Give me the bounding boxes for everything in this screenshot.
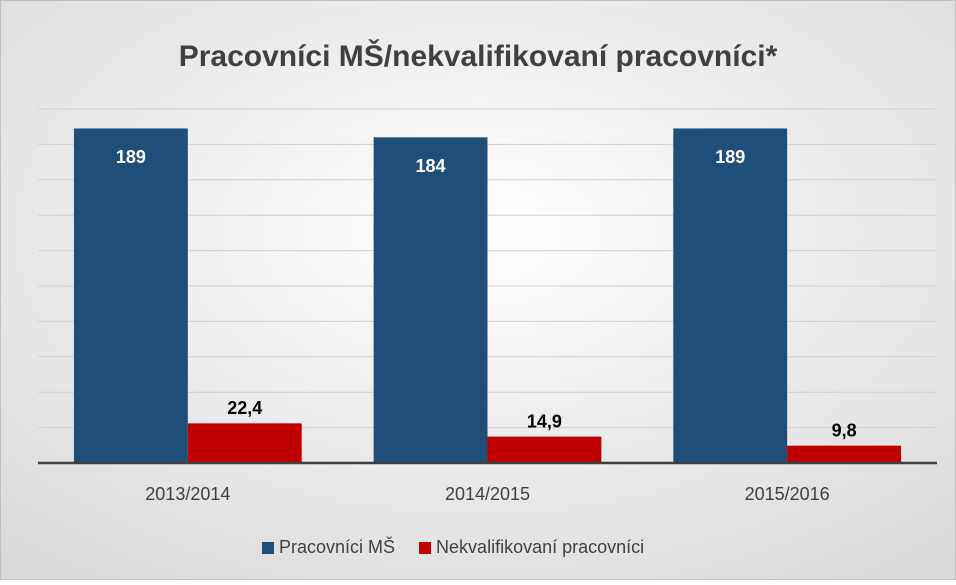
legend-label: Pracovníci MŠ — [279, 536, 395, 557]
bar — [487, 436, 602, 463]
data-label: 189 — [715, 147, 745, 167]
bar — [373, 137, 488, 463]
x-tick-label: 2015/2016 — [745, 484, 830, 504]
bar — [187, 423, 302, 463]
bar — [787, 445, 902, 463]
data-label: 189 — [116, 147, 146, 167]
chart-title: Pracovníci MŠ/nekvalifikovaní pracovníci… — [179, 39, 778, 73]
bar — [73, 128, 188, 463]
legend-swatch — [262, 542, 274, 554]
data-label: 14,9 — [527, 411, 562, 431]
legend-swatch — [419, 542, 432, 554]
bar — [673, 128, 788, 463]
legend-label: Nekvalifikovaní pracovníci — [436, 537, 644, 557]
data-label: 184 — [416, 156, 446, 176]
data-label: 9,8 — [832, 420, 857, 440]
x-tick-label: 2014/2015 — [445, 484, 530, 504]
data-label: 22,4 — [227, 398, 262, 418]
x-tick-label: 2013/2014 — [145, 484, 230, 504]
